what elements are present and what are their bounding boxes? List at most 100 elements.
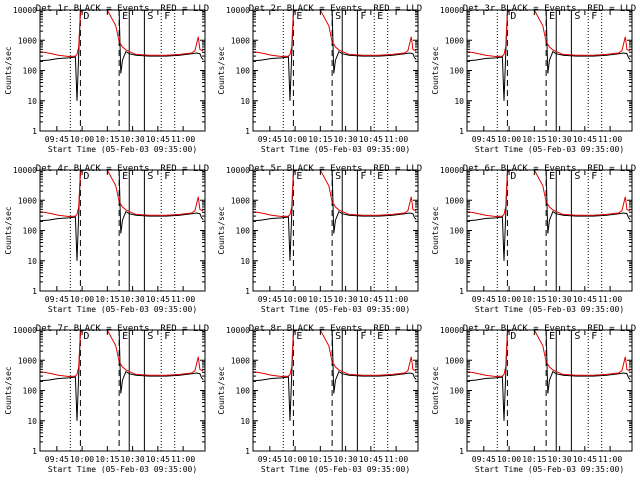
x-axis-label: Start Time (05-Feb-03 09:35:00) [48,145,197,154]
x-tick-label: 10:15 [522,455,546,464]
time-label: E [296,171,302,182]
series-events-line [467,170,631,261]
x-tick-label: 10:15 [522,135,546,144]
panel-title: Det 1r BLACK = Events, RED = LLD [36,4,209,14]
x-tick-label: 10:30 [334,295,358,304]
x-tick-label: 09:45 [472,455,496,464]
time-label: E [122,11,128,22]
x-tick-label: 10:15 [522,295,546,304]
panel-title: Det 3r BLACK = Events, RED = LLD [463,4,636,14]
x-tick-label: 09:45 [258,295,282,304]
plot-frame [252,169,419,292]
x-tick-label: 10:30 [548,295,572,304]
y-tick-label: 10000 [440,326,464,335]
x-tick-label: 10:15 [95,295,119,304]
x-tick-label: 10:00 [283,295,307,304]
y-tick-label: 1 [245,447,250,456]
time-label: E [296,331,302,342]
x-tick-label: 10:00 [283,455,307,464]
y-tick-label: 1000 [231,356,250,365]
y-tick-label: 100 [23,227,38,236]
time-label: E [122,171,128,182]
panel-title: Det 5r BLACK = Events, RED = LLD [249,164,422,174]
time-label: F [164,171,170,182]
panel-title: Det 2r BLACK = Events, RED = LLD [249,4,422,14]
series-events-line [253,10,417,101]
y-tick-label: 1000 [18,196,37,205]
x-tick-label: 10:00 [497,295,521,304]
y-axis-label: Counts/sec [217,46,226,94]
x-tick-label: 10:45 [359,135,383,144]
x-tick-label: 11:00 [598,295,622,304]
x-tick-label: 10:30 [548,135,572,144]
time-label: E [377,331,383,342]
x-tick-label: 09:45 [45,135,69,144]
x-tick-label: 10:45 [359,295,383,304]
time-label: S [335,171,341,182]
x-tick-label: 09:45 [258,135,282,144]
time-label: D [83,331,89,342]
x-tick-label: 11:00 [598,135,622,144]
time-label: E [549,171,555,182]
x-tick-label: 11:00 [171,135,195,144]
x-axis-label: Start Time (05-Feb-03 09:35:00) [475,465,624,474]
y-tick-label: 1 [245,127,250,136]
time-label: D [510,331,516,342]
plot-frame [252,9,419,132]
x-tick-label: 11:00 [171,295,195,304]
x-tick-label: 10:15 [308,135,332,144]
y-axis-label: Counts/sec [217,206,226,254]
series-events-line [40,330,204,421]
x-tick-label: 09:45 [258,455,282,464]
y-axis-label: Counts/sec [4,46,13,94]
panel-title: Det 4r BLACK = Events, RED = LLD [36,164,209,174]
plot-frame [466,9,633,132]
y-tick-label: 100 [450,227,465,236]
time-label: S [574,11,580,22]
time-label: E [549,331,555,342]
x-tick-label: 10:45 [146,295,170,304]
x-tick-label: 11:00 [384,455,408,464]
y-tick-label: 1 [32,287,37,296]
y-tick-label: 10 [240,417,250,426]
x-tick-label: 10:00 [70,455,94,464]
x-tick-label: 09:45 [472,295,496,304]
time-label: E [122,331,128,342]
time-label: S [147,11,153,22]
series-events-line [40,170,204,261]
y-tick-label: 10000 [226,6,250,15]
x-tick-label: 10:00 [497,135,521,144]
panel-title: Det 6r BLACK = Events, RED = LLD [463,164,636,174]
x-tick-label: 10:45 [146,455,170,464]
time-label: F [164,11,170,22]
y-axis-label: Counts/sec [431,46,440,94]
series-events-line [40,10,204,101]
x-tick-label: 10:45 [146,135,170,144]
y-tick-label: 1000 [231,196,250,205]
y-tick-label: 10 [240,257,250,266]
x-tick-label: 10:45 [573,295,597,304]
panel-title: Det 7r BLACK = Events, RED = LLD [36,324,209,334]
y-tick-label: 10 [27,417,37,426]
time-label: D [510,11,516,22]
y-axis-label: Counts/sec [431,206,440,254]
y-tick-label: 10000 [440,6,464,15]
x-tick-label: 10:15 [308,455,332,464]
y-tick-label: 100 [23,387,38,396]
plot-frame [466,169,633,292]
y-tick-label: 1 [32,447,37,456]
y-tick-label: 100 [450,387,465,396]
series-lld-line [40,330,204,378]
plot-frame [39,169,206,292]
time-label: D [83,11,89,22]
y-tick-label: 10000 [13,166,37,175]
panel-title: Det 9r BLACK = Events, RED = LLD [463,324,636,334]
series-events-line [253,170,417,261]
x-axis-label: Start Time (05-Feb-03 09:35:00) [48,465,197,474]
y-tick-label: 1 [459,287,464,296]
y-tick-label: 1000 [445,36,464,45]
x-tick-label: 09:45 [472,135,496,144]
